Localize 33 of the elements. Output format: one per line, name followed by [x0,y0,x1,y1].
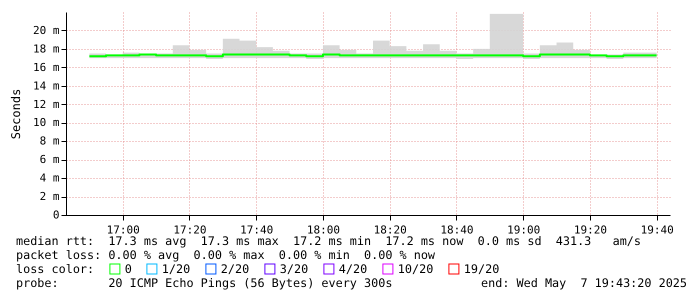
y-tick-label: 20 m [33,24,60,37]
y-tick-label: 2 m [40,190,60,204]
legend-label: 19/20 [464,262,500,276]
y-tick-label: 16 m [33,60,60,74]
legend-label: 2/20 [220,262,250,276]
x-tick-label: 17:00 [106,224,140,236]
y-tick-label: 0 [52,208,60,222]
x-tick-label: 19:00 [507,224,540,236]
legend-label: 0 [124,262,132,276]
y-tick-label: 6 m [40,153,60,166]
x-tick-label: 18:00 [306,224,340,236]
legend-title: loss color: [16,262,94,276]
y-tick-label: 10 m [33,116,60,130]
x-tick-label: 18:20 [374,224,407,236]
legend-label: 4/20 [338,262,368,276]
text: median rtt: 17.3 ms avg 17.3 ms max 17.2 ms min 17.2 ms now 0.0 ms sd 431.3 am/s [16,234,642,248]
y-axis-title: Seconds [9,88,24,140]
y-tick-label: 4 m [40,172,60,185]
text: packet loss: 0.00 % avg 0.00 % max 0.00 % min 0.00 % now [16,248,436,262]
x-tick-label: 17:20 [173,224,207,236]
y-tick-label: 18 m [33,42,60,56]
x-tick-label: 17:40 [240,224,274,236]
legend-label: 1/20 [162,262,190,276]
x-tick-label: 18:40 [440,224,474,236]
text: probe: 20 ICMP Echo Pings (56 Bytes) every 300s [16,276,392,290]
legend-label: 10/20 [398,262,434,276]
legend-label: 3/20 [280,262,308,276]
x-tick-label: 19:40 [640,224,674,236]
y-tick-label: 14 m [33,79,60,92]
x-tick-label: 19:20 [574,224,607,236]
y-tick-label: 12 m [33,98,60,111]
text: end: Wed May 7 19:43:20 2025 [481,276,687,290]
y-tick-label: 8 m [40,134,60,148]
